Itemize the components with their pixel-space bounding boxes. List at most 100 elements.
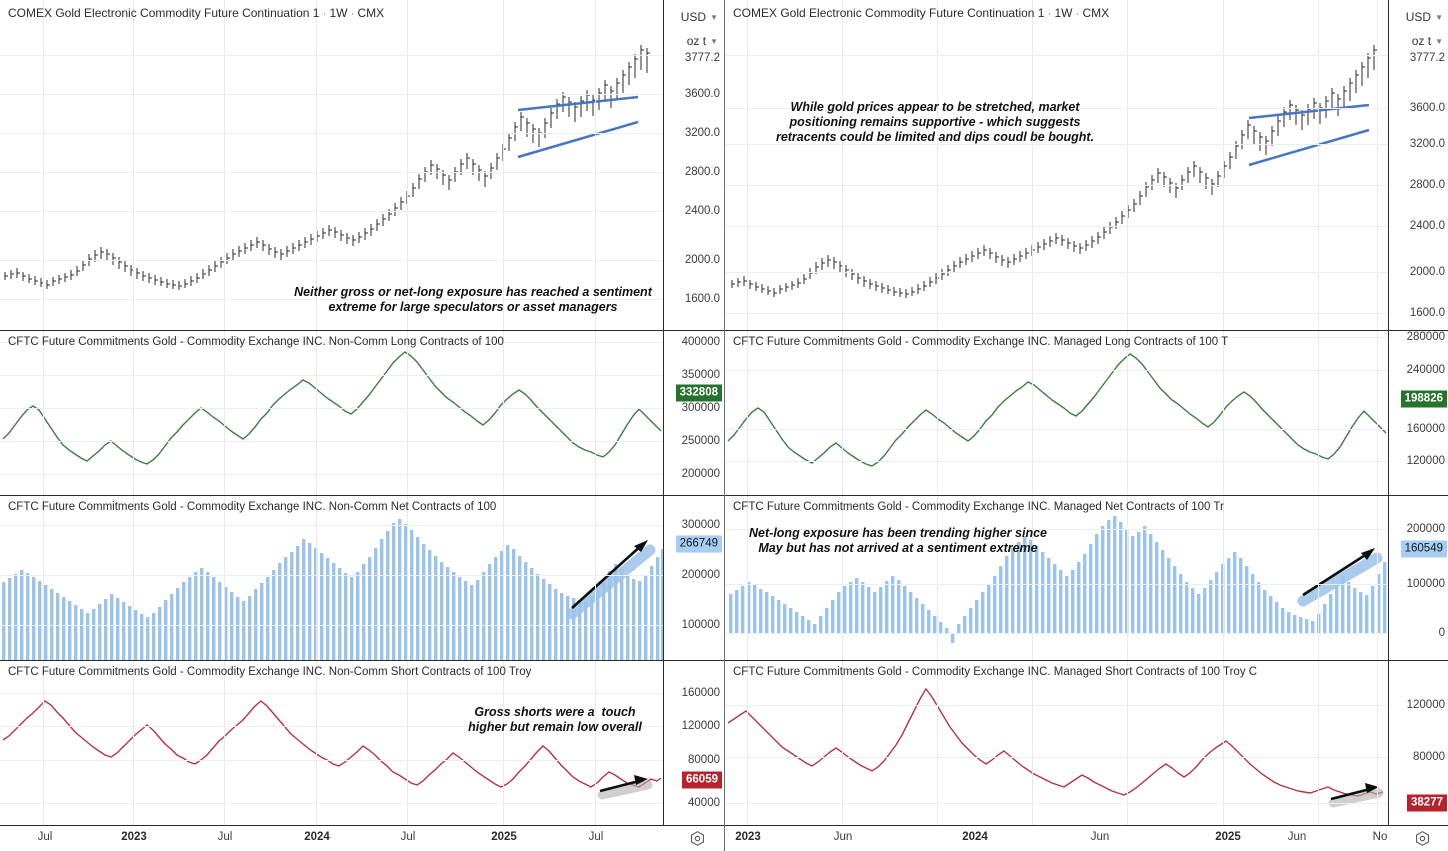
currency-label: USD — [680, 10, 707, 24]
value-tick: 280000 — [1406, 331, 1445, 343]
left-noncomm-net-plot[interactable] — [0, 496, 664, 660]
value-tick: 120000 — [1406, 455, 1445, 467]
price-tick: 2400.0 — [1409, 220, 1445, 232]
value-tick: 400000 — [681, 336, 720, 348]
right-price-plot[interactable] — [725, 0, 1389, 330]
right-managed-net-title[interactable]: CFTC Future Commitments Gold - Commodity… — [733, 501, 1224, 513]
price-tick: 3200.0 — [1409, 138, 1445, 150]
right-managed-long-series — [727, 353, 1387, 467]
time-tick: Jul — [588, 831, 604, 843]
left-noncomm-short-series — [2, 700, 662, 800]
left-wedge-lower-trendline — [517, 120, 639, 159]
right-managed-net-plot[interactable] — [725, 496, 1389, 660]
unit-label: oz t — [1411, 34, 1432, 48]
interval-label: 1W — [1054, 6, 1073, 20]
annotation-gross-shorts: Gross shorts were a touch higher but rem… — [468, 705, 642, 734]
chevron-down-icon: ▼ — [1435, 13, 1443, 23]
price-tick: 1600.0 — [1409, 307, 1445, 319]
annotation-gold-stretched: While gold prices appear to be stretched… — [775, 100, 1095, 144]
exchange-label: CMX — [1082, 6, 1110, 20]
value-tick: 100000 — [1406, 578, 1445, 590]
left-noncomm-short-axis[interactable]: 160000 120000 80000 40000 66059 — [663, 661, 724, 826]
unit-selector[interactable]: oz t ▼ — [682, 33, 722, 49]
right-managed-short-plot[interactable] — [725, 661, 1389, 826]
currency-selector[interactable]: USD ▼ — [1401, 9, 1447, 25]
left-net-trend-arrow — [566, 540, 656, 620]
left-candlestick-series — [4, 45, 650, 290]
time-tick: Jun — [1287, 831, 1307, 843]
crosshair-target-icon[interactable] — [689, 830, 706, 847]
time-tick: Jun — [833, 831, 853, 843]
right-managed-long-axis[interactable]: 280000 240000 160000 120000 198826 — [1388, 331, 1448, 495]
left-price-plot[interactable] — [0, 0, 664, 330]
right-managed-short-pane: 120000 80000 38277 CFTC Future Commitmen… — [725, 661, 1448, 826]
right-managed-short-axis[interactable]: 120000 80000 38277 — [1388, 661, 1448, 826]
left-noncomm-long-axis[interactable]: 400000 350000 300000 250000 200000 33280… — [663, 331, 724, 495]
left-noncomm-short-plot[interactable] — [0, 661, 664, 826]
price-tick: 1600.0 — [684, 293, 720, 305]
right-managed-net-axis[interactable]: 200000 100000 0 160549 — [1388, 496, 1448, 660]
time-tick: 2023 — [121, 831, 147, 843]
left-short-trend-arrow — [597, 775, 653, 800]
left-noncomm-net-axis[interactable]: 300000 200000 100000 266749 — [663, 496, 724, 660]
right-candlestick-series — [731, 45, 1377, 298]
unit-selector[interactable]: oz t ▼ — [1407, 33, 1447, 49]
time-tick: 2025 — [491, 831, 517, 843]
value-tick: 100000 — [681, 619, 720, 631]
left-price-axis[interactable]: 3777.2 3600.0 3200.0 2800.0 2400.0 2000.… — [663, 0, 724, 330]
right-managed-net-pane: 200000 100000 0 160549 CFTC Future Commi… — [725, 496, 1448, 660]
left-price-pane: 3777.2 3600.0 3200.0 2800.0 2400.0 2000.… — [0, 0, 724, 330]
price-tick: 3777.2 — [684, 52, 720, 64]
left-noncomm-net-pane: 300000 200000 100000 266749 CFTC Future … — [0, 496, 724, 660]
price-tick: 3600.0 — [684, 88, 720, 100]
time-tick: No — [1372, 831, 1388, 843]
price-tick: 2800.0 — [684, 166, 720, 178]
currency-selector[interactable]: USD ▼ — [676, 9, 722, 25]
crosshair-target-icon[interactable] — [1414, 830, 1431, 847]
price-tick: 2800.0 — [1409, 179, 1445, 191]
time-tick: Jul — [217, 831, 233, 843]
time-tick: 2024 — [304, 831, 330, 843]
right-chart-column: 3777.2 3600.0 3200.0 2800.0 2400.0 2000.… — [724, 0, 1448, 851]
right-net-trend-arrow — [1297, 548, 1383, 607]
price-tick: 3200.0 — [684, 127, 720, 139]
price-tick: 2400.0 — [684, 205, 720, 217]
right-wedge-lower-trendline — [1248, 128, 1370, 167]
value-tick: 250000 — [681, 435, 720, 447]
value-tick: 350000 — [681, 369, 720, 381]
time-tick: Jun — [1090, 831, 1110, 843]
left-time-axis[interactable]: Jul 2023 Jul 2024 Jul 2025 Jul — [0, 825, 724, 851]
value-tick: 160000 — [1406, 423, 1445, 435]
annotation-sentiment-extreme: Neither gross or net-long exposure has r… — [294, 285, 652, 314]
right-managed-short-title[interactable]: CFTC Future Commitments Gold - Commodity… — [733, 666, 1258, 678]
exchange-label: CMX — [357, 6, 385, 20]
value-tick: 80000 — [1413, 751, 1445, 763]
currency-label: USD — [1405, 10, 1432, 24]
value-tick: 200000 — [1406, 523, 1445, 535]
right-symbol-legend[interactable]: COMEX Gold Electronic Commodity Future C… — [733, 6, 1110, 20]
left-noncomm-long-title[interactable]: CFTC Future Commitments Gold - Commodity… — [8, 336, 504, 348]
right-wedge-upper-trendline — [1248, 103, 1370, 120]
price-tick: 3600.0 — [1409, 102, 1445, 114]
right-managed-long-pane: 280000 240000 160000 120000 198826 CFTC … — [725, 331, 1448, 495]
value-tick: 120000 — [1406, 699, 1445, 711]
chevron-down-icon: ▼ — [1435, 37, 1443, 47]
right-managed-long-title[interactable]: CFTC Future Commitments Gold - Commodity… — [733, 336, 1229, 348]
left-noncomm-net-title[interactable]: CFTC Future Commitments Gold - Commodity… — [8, 501, 497, 513]
value-tick: 160000 — [681, 687, 720, 699]
left-noncomm-long-plot[interactable] — [0, 331, 664, 495]
left-symbol-legend[interactable]: COMEX Gold Electronic Commodity Future C… — [8, 6, 385, 20]
price-tick: 2000.0 — [684, 254, 720, 266]
left-noncomm-short-title[interactable]: CFTC Future Commitments Gold - Commodity… — [8, 666, 532, 678]
symbol-name: COMEX Gold Electronic Commodity Future C… — [8, 6, 320, 20]
left-noncomm-net-value-badge: 266749 — [675, 535, 722, 553]
right-managed-long-value-badge: 198826 — [1400, 390, 1447, 408]
right-managed-long-plot[interactable] — [725, 331, 1389, 495]
right-price-axis[interactable]: 3777.2 3600.0 3200.0 2800.0 2400.0 2000.… — [1388, 0, 1448, 330]
value-tick: 300000 — [681, 519, 720, 531]
left-noncomm-short-value-badge: 66059 — [682, 771, 722, 789]
right-managed-short-value-badge: 38277 — [1407, 794, 1447, 812]
time-tick: Jul — [37, 831, 53, 843]
right-time-axis[interactable]: 2023 Jun 2024 Jun 2025 Jun No — [725, 825, 1448, 851]
